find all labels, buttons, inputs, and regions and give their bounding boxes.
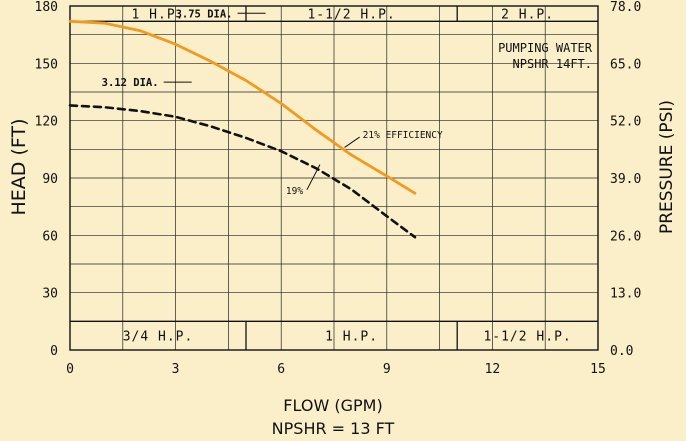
y-left-tick-label: 120 (35, 115, 58, 130)
y-axis-title-left: HEAD (FT) (8, 119, 30, 216)
x-axis-sublabel: NPSHR = 13 FT (272, 419, 395, 438)
hp-band-bottom-label: 1 H.P. (325, 330, 378, 345)
series-line-orange (68, 19, 417, 195)
efficiency-21-leader (344, 136, 360, 148)
x-tick-label: 6 (277, 362, 285, 377)
plot-frame (69, 5, 599, 351)
y-left-tick-label: 150 (35, 57, 58, 72)
y-axis-title-right: PRESSURE (PSI) (657, 100, 677, 234)
annotation-npshr: NPSHR 14FT. (513, 57, 592, 71)
x-axis-title: FLOW (GPM) (283, 396, 382, 415)
hp-band-bottom-label: 1-1/2 H.P. (483, 330, 571, 345)
tick-layer: 0 3 6 9 12 1503060901201501800.013.026.039.05… (35, 0, 642, 377)
x-tick-label: 9 (383, 362, 391, 377)
y-right-tick-label: 52.0 (610, 115, 641, 130)
x-tick-label: 0 (66, 362, 74, 377)
y-left-tick-label: 60 (42, 229, 58, 244)
annotation-pumping-water: PUMPING WATER (498, 41, 593, 55)
hp-band-top-label: 1-1/2 H.P. (307, 8, 395, 23)
series-layer: 3.75 DIA. 3.12 DIA. (68, 8, 417, 239)
y-left-tick-label: 180 (35, 0, 58, 15)
series-name-label: 3.12 DIA. (102, 77, 159, 89)
y-right-tick-label: 13.0 (610, 287, 641, 302)
hp-band-top-label: 1 H.P. (132, 8, 185, 23)
y-left-tick-label: 90 (42, 172, 58, 187)
hp-band-top-label: 2 H.P. (501, 8, 554, 23)
y-right-tick-label: 39.0 (610, 172, 641, 187)
y-left-tick-label: 0 (50, 344, 58, 359)
x-tick-label: 15 (590, 362, 606, 377)
hp-band-bottom-label: 3/4 H.P. (123, 330, 194, 345)
y-right-tick-label: 65.0 (610, 57, 641, 72)
y-right-tick-label: 0.0 (610, 344, 633, 359)
x-tick-label: 12 (485, 362, 501, 377)
y-right-tick-label: 26.0 (610, 229, 641, 244)
annotation-efficiency-21: 21% EFFICIENCY (363, 130, 443, 141)
band-layer: 1 H.P. 1-1/2 H.P. 2 H.P. 3/4 H.P. 1 H.P. 1-1/… (70, 6, 598, 350)
y-left-tick-label: 30 (42, 287, 58, 302)
y-right-tick-label: 78.0 (610, 0, 641, 15)
series-name-label: 3.75 DIA. (176, 8, 233, 20)
series-line-black (68, 104, 417, 239)
annotation-layer: PUMPING WATER NPSHR 14FT. 21% EFFICIENCY 19… (286, 41, 593, 197)
x-tick-label: 3 (172, 362, 180, 377)
efficiency-19-leader (306, 164, 321, 191)
annotation-efficiency-19: 19% (286, 186, 303, 197)
